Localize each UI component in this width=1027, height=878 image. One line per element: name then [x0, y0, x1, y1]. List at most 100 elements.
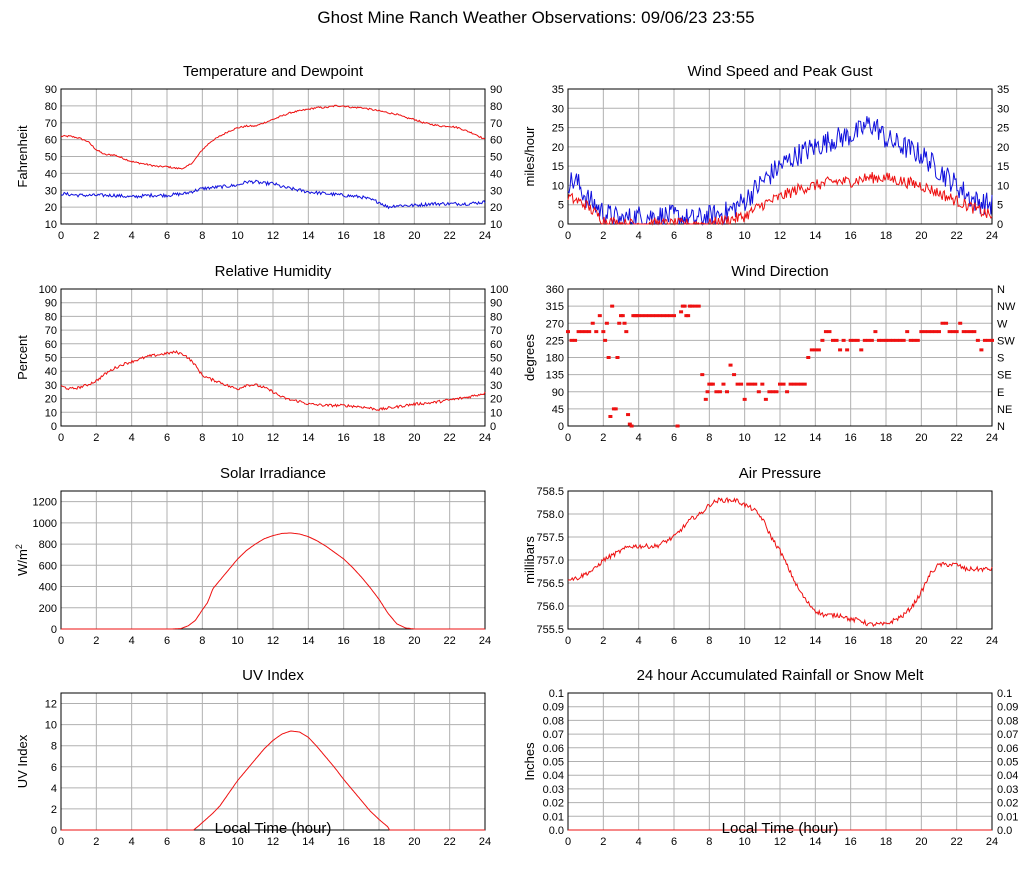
y-tick-label: 90: [45, 298, 57, 310]
x-tick-label: 14: [809, 836, 821, 848]
x-tick-label: 8: [706, 635, 712, 647]
x-tick-label: 18: [373, 230, 385, 242]
y-right-tick-label: 60: [490, 135, 502, 147]
data-point: [643, 314, 648, 318]
data-point: [657, 314, 662, 318]
y-right-tick-label: 15: [997, 161, 1009, 173]
y-tick-label: 30: [45, 380, 57, 392]
x-tick-label: 14: [302, 230, 314, 242]
y-right-tick-label: 20: [490, 202, 502, 214]
x-tick-label: 12: [774, 230, 786, 242]
data-point: [915, 338, 920, 342]
y-right-tick-label: 70: [490, 118, 502, 130]
data-point: [576, 330, 581, 334]
y-axis-label: UV Index: [15, 734, 30, 788]
y-right-tick-label: 0.04: [997, 770, 1018, 782]
x-tick-label: 10: [739, 230, 751, 242]
x-tick-label: 18: [373, 432, 385, 444]
x-tick-label: 12: [267, 635, 279, 647]
x-tick-label: 24: [479, 432, 491, 444]
y-tick-label: 10: [45, 219, 57, 231]
data-point: [770, 390, 775, 394]
y-tick-label: 0.03: [543, 784, 564, 796]
x-tick-label: 0: [58, 432, 64, 444]
x-tick-label: 6: [671, 635, 677, 647]
data-point: [742, 397, 747, 401]
y-right-tick-label: 40: [490, 168, 502, 180]
chart-rain: 24 hour Accumulated Rainfall or Snow Mel…: [522, 667, 1018, 848]
y-right-tick-label: W: [997, 318, 1008, 330]
y-tick-label: 1000: [33, 518, 57, 530]
y-tick-label: 35: [552, 84, 564, 96]
data-point: [901, 338, 906, 342]
x-tick-label: 2: [93, 432, 99, 444]
y-axis-label: degrees: [522, 334, 537, 381]
y-tick-label: 0.1: [549, 688, 564, 700]
y-tick-label: 10: [45, 407, 57, 419]
data-point: [937, 330, 941, 334]
x-tick-label: 24: [986, 635, 998, 647]
chart-title: UV Index: [242, 667, 304, 684]
x-tick-label: 16: [338, 635, 350, 647]
y-right-tick-label: NW: [997, 301, 1016, 313]
x-tick-label: 24: [986, 230, 998, 242]
chart-title: Wind Speed and Peak Gust: [687, 63, 873, 80]
x-tick-label: 4: [636, 635, 642, 647]
y-right-tick-label: 50: [490, 353, 502, 365]
data-point: [862, 338, 867, 342]
data-point: [668, 314, 673, 318]
y-axis-label: millibars: [522, 536, 537, 584]
x-tick-label: 14: [302, 836, 314, 848]
y-tick-label: 30: [45, 185, 57, 197]
data-point: [580, 330, 585, 334]
data-point: [852, 338, 857, 342]
data-point: [603, 338, 608, 342]
y-tick-label: 70: [45, 325, 57, 337]
y-tick-label: 80: [45, 311, 57, 323]
x-tick-label: 12: [267, 836, 279, 848]
x-tick-label: 0: [565, 836, 571, 848]
page-title: Ghost Mine Ranch Weather Observations: 0…: [317, 8, 755, 27]
data-point: [583, 330, 588, 334]
y-tick-label: 270: [546, 318, 564, 330]
chart-title: Relative Humidity: [215, 263, 332, 280]
y-tick-label: 0.06: [543, 743, 564, 755]
x-tick-label: 18: [880, 230, 892, 242]
data-point: [880, 338, 885, 342]
y-tick-label: 0: [558, 219, 564, 231]
x-tick-label: 2: [600, 230, 606, 242]
data-point: [721, 382, 726, 386]
data-point: [622, 321, 627, 325]
y-tick-label: 90: [552, 387, 564, 399]
chart-title: 24 hour Accumulated Rainfall or Snow Mel…: [637, 667, 925, 684]
y-tick-label: 40: [45, 366, 57, 378]
x-tick-label: 22: [951, 230, 963, 242]
y-right-tick-label: 25: [997, 123, 1009, 135]
x-tick-label: 10: [739, 432, 751, 444]
data-point: [845, 348, 850, 352]
data-point: [792, 382, 797, 386]
data-point: [891, 338, 896, 342]
x-tick-label: 22: [951, 836, 963, 848]
data-point: [672, 314, 676, 318]
y-tick-label: 0.09: [543, 702, 564, 714]
x-tick-label: 20: [915, 230, 927, 242]
series-line-red: [61, 532, 485, 630]
x-tick-label: 6: [164, 230, 170, 242]
y-right-tick-label: 0.1: [997, 688, 1012, 700]
y-right-tick-label: 0.02: [997, 798, 1018, 810]
data-point: [855, 338, 860, 342]
x-tick-label: 0: [58, 836, 64, 848]
data-point: [809, 348, 814, 352]
x-tick-label: 22: [444, 432, 456, 444]
data-point: [785, 390, 790, 394]
y-right-tick-label: 10: [490, 219, 502, 231]
y-tick-label: 0.04: [543, 770, 564, 782]
x-tick-label: 20: [408, 635, 420, 647]
x-tick-label: 24: [479, 230, 491, 242]
y-tick-label: 1200: [33, 497, 57, 509]
data-point: [788, 382, 793, 386]
data-point: [735, 382, 740, 386]
y-right-tick-label: 90: [490, 298, 502, 310]
